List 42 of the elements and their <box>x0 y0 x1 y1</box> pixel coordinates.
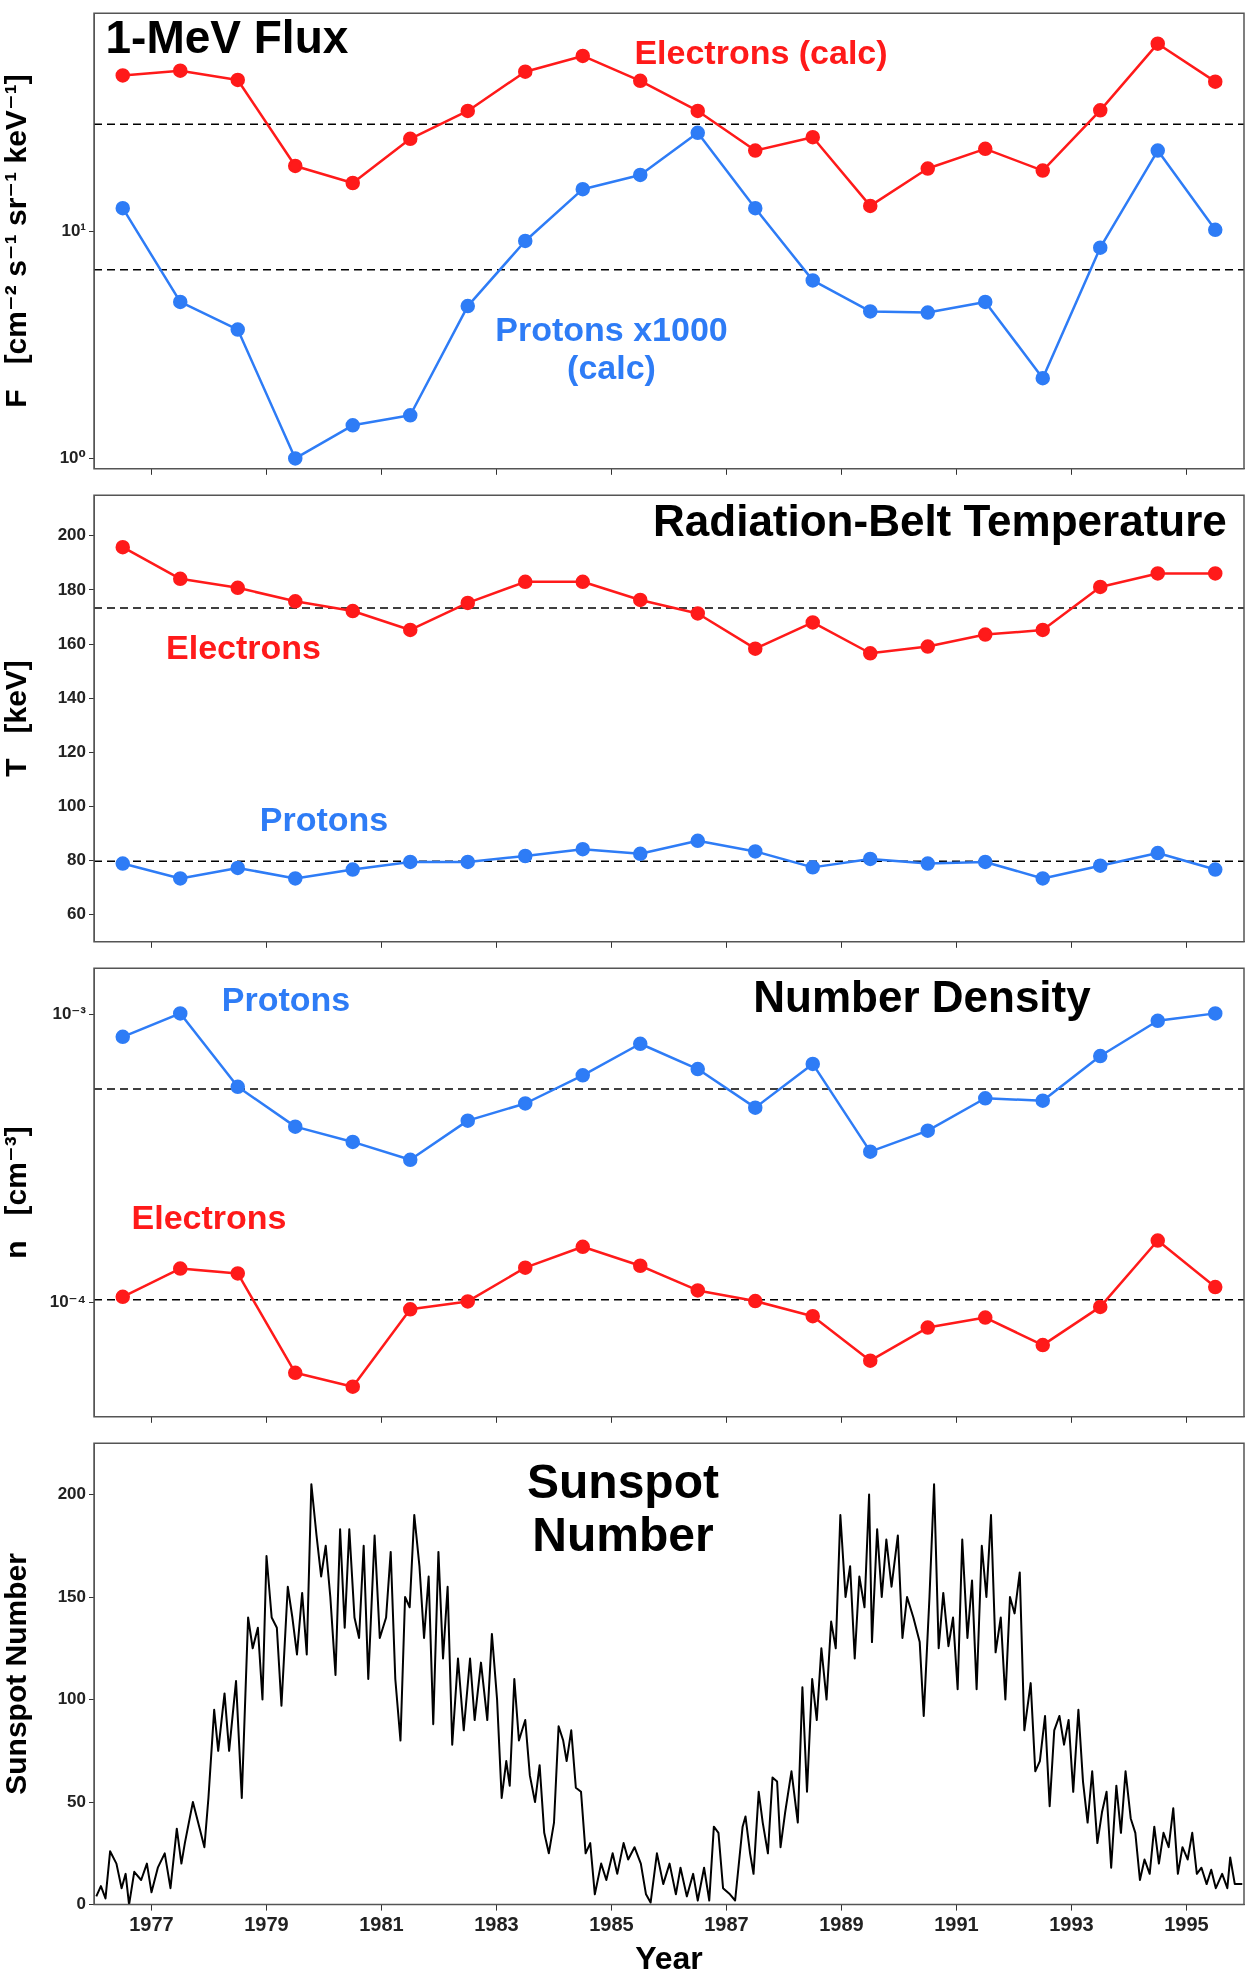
series-label: Electrons (calc) <box>634 32 888 71</box>
y-axis-title: Sunspot Number <box>0 1552 33 1795</box>
y-tick-label: 150 <box>57 1586 86 1606</box>
x-axis-title: Year <box>635 1939 703 1976</box>
y-axis-title: F [cm⁻² s⁻¹ sr⁻¹ keV⁻¹] <box>0 74 33 408</box>
y-tick-label: 10⁰ <box>59 448 86 468</box>
y-tick-label: 60 <box>67 904 86 924</box>
series-label: Protons x1000 (calc) <box>495 310 728 386</box>
y-tick-label: 0 <box>76 1894 86 1914</box>
y-tick-label: 10¹ <box>61 221 87 241</box>
y-tick-label: 120 <box>57 742 86 762</box>
y-tick-label: 80 <box>67 850 86 870</box>
y-tick-label: 180 <box>57 579 86 599</box>
x-tick-label: 1989 <box>819 1913 864 1936</box>
x-tick-label: 1979 <box>244 1913 289 1936</box>
y-tick-label: 100 <box>57 1689 86 1709</box>
y-tick-label: 140 <box>57 687 86 707</box>
y-tick-label: 200 <box>57 1484 86 1504</box>
y-axis-title: T [keV] <box>0 660 33 777</box>
y-tick-label: 10⁻⁴ <box>49 1292 86 1311</box>
y-axis-title: n [cm⁻³] <box>0 1126 33 1259</box>
y-tick-label: 100 <box>57 796 86 816</box>
x-tick-label: 1987 <box>704 1913 749 1936</box>
chart-title: Number Density <box>753 971 1092 1021</box>
y-tick-label: 160 <box>57 633 86 653</box>
x-tick-label: 1993 <box>1049 1913 1094 1936</box>
chart-title: 1-MeV Flux <box>105 11 349 64</box>
y-tick-label: 10⁻³ <box>52 1004 87 1024</box>
chart-title: Radiation-Belt Temperature <box>653 496 1227 546</box>
x-tick-label: 1981 <box>359 1913 404 1936</box>
series-label: Electrons <box>166 627 321 666</box>
y-tick-label: 200 <box>57 525 86 545</box>
text: Sunspot Number <box>527 1454 719 1561</box>
y-tick-label: 50 <box>67 1791 86 1811</box>
x-tick-label: 1995 <box>1164 1913 1209 1936</box>
series-label: Protons <box>221 980 351 1019</box>
series-label: Electrons <box>131 1197 287 1236</box>
x-tick-label: 1977 <box>129 1913 174 1936</box>
x-tick-label: 1985 <box>589 1913 634 1936</box>
x-tick-label: 1991 <box>934 1913 979 1936</box>
series-label: Protons <box>259 799 389 838</box>
x-tick-label: 1983 <box>474 1913 519 1936</box>
